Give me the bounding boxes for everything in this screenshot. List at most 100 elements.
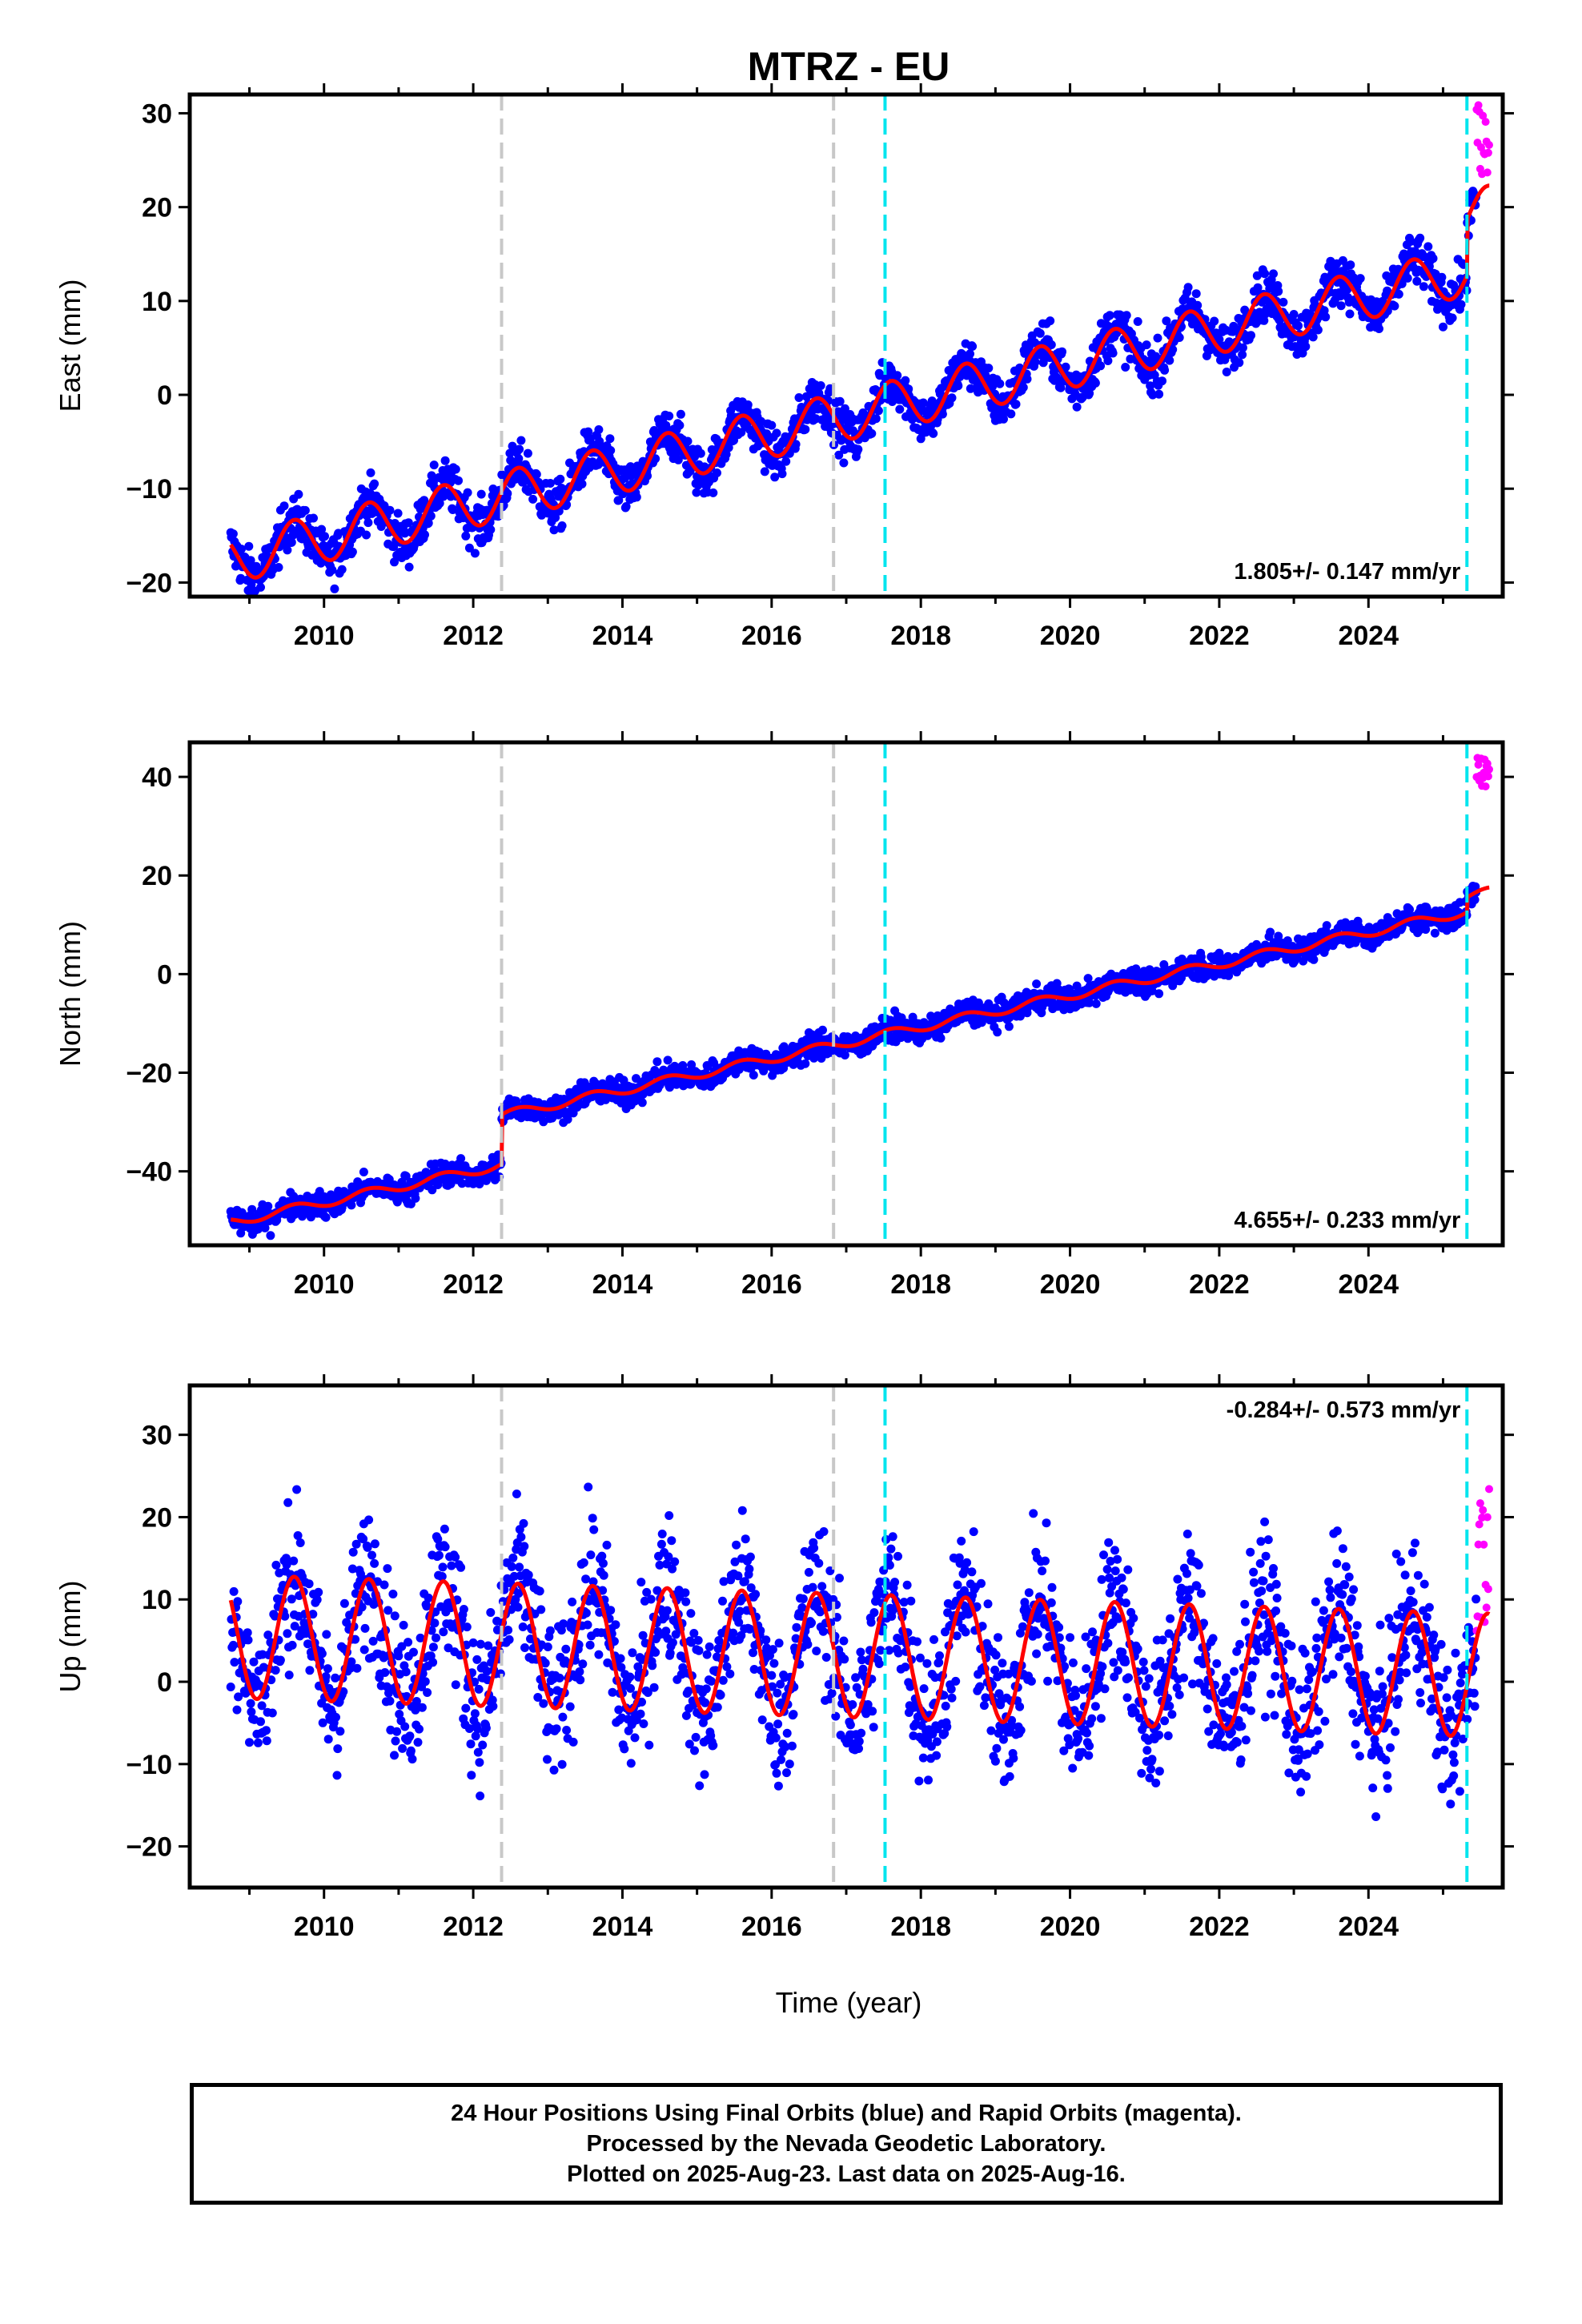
north-xtick-label: 2010 — [294, 1269, 355, 1300]
east-point — [327, 565, 337, 575]
up-point — [649, 1683, 659, 1692]
east-point — [1439, 322, 1447, 332]
east-point — [713, 468, 721, 477]
east-point — [1158, 376, 1166, 386]
east-point — [1011, 400, 1021, 409]
east-point — [1035, 328, 1045, 338]
east-point — [605, 434, 615, 444]
east-xtick-label: 2016 — [741, 621, 802, 651]
east-point — [274, 563, 283, 572]
north-point — [663, 1055, 673, 1065]
north-points — [226, 754, 1493, 1240]
up-point — [339, 1598, 349, 1608]
up-point — [684, 1687, 693, 1696]
east-point — [743, 400, 753, 409]
up-point — [312, 1595, 322, 1605]
east-point — [1146, 381, 1155, 391]
north-point — [709, 1058, 719, 1068]
east-point — [1294, 321, 1303, 331]
up-point — [317, 1649, 327, 1659]
north-point — [563, 1115, 572, 1124]
x-axis-label: Time (year) — [776, 1986, 922, 2019]
east-point — [454, 476, 463, 485]
east-rapid-point — [1483, 168, 1492, 177]
up-point — [468, 1638, 478, 1647]
north-xtick-label: 2024 — [1338, 1269, 1399, 1300]
up-point — [709, 1741, 718, 1750]
up-point — [576, 1675, 585, 1685]
up-point — [474, 1684, 484, 1694]
up-point — [481, 1723, 491, 1733]
east-point — [873, 406, 883, 416]
up-point — [646, 1594, 656, 1604]
east-point — [999, 414, 1008, 424]
east-point — [1183, 283, 1193, 292]
east-point — [244, 541, 254, 551]
up-point — [651, 1647, 661, 1657]
north-xtick-label: 2022 — [1189, 1269, 1250, 1300]
east-point — [621, 502, 631, 511]
up-point — [519, 1518, 528, 1528]
up-point — [670, 1557, 680, 1566]
east-point — [1336, 301, 1346, 311]
up-point — [718, 1596, 727, 1606]
east-point — [1153, 333, 1162, 343]
up-point — [406, 1746, 416, 1755]
east-point — [594, 425, 604, 434]
up-point — [686, 1609, 696, 1618]
east-point — [1046, 340, 1056, 349]
up-point — [451, 1680, 460, 1690]
east-point — [770, 472, 780, 482]
east-point — [968, 342, 978, 351]
up-point — [287, 1640, 297, 1650]
up-point — [638, 1630, 648, 1640]
up-point — [398, 1743, 408, 1753]
up-point — [364, 1515, 374, 1525]
east-point — [393, 509, 403, 518]
east-point — [503, 489, 512, 498]
north-point — [457, 1179, 467, 1188]
up-point — [555, 1673, 564, 1683]
east-point — [947, 393, 957, 403]
east-point — [448, 505, 457, 514]
east-point — [984, 364, 994, 373]
north-point — [347, 1200, 356, 1210]
up-point — [289, 1556, 299, 1566]
east-point — [1058, 347, 1066, 356]
east-point — [614, 496, 624, 505]
north-ytick-label: 0 — [157, 959, 172, 990]
up-point — [648, 1661, 657, 1671]
east-point — [1403, 273, 1412, 283]
up-point — [594, 1650, 604, 1659]
up-point — [694, 1646, 704, 1655]
up-point — [390, 1751, 399, 1760]
east-point — [1423, 242, 1433, 251]
up-point — [438, 1562, 448, 1572]
north-point — [1083, 974, 1093, 983]
east-point — [385, 505, 395, 515]
east-point — [1247, 331, 1255, 340]
east-point — [294, 489, 303, 499]
north-xtick-label: 2014 — [592, 1269, 653, 1300]
east-point — [1121, 363, 1130, 372]
north-rate-label: 4.655+/- 0.233 mm/yr — [1234, 1208, 1460, 1233]
east-point — [505, 448, 515, 458]
east-point — [476, 489, 486, 499]
east-point — [632, 493, 641, 502]
up-point — [695, 1781, 705, 1791]
east-point — [1222, 368, 1231, 376]
east-point — [545, 479, 555, 488]
east-point — [246, 556, 255, 565]
east-point — [929, 428, 938, 438]
north-ytick-label: −20 — [126, 1059, 172, 1089]
east-point — [228, 529, 238, 539]
up-point — [718, 1675, 728, 1685]
east-point — [724, 443, 733, 452]
up-point — [520, 1643, 529, 1652]
up-point — [602, 1540, 612, 1550]
up-point — [536, 1605, 546, 1614]
east-point — [1415, 233, 1425, 243]
east-point — [515, 444, 524, 454]
east-point — [1308, 332, 1318, 342]
